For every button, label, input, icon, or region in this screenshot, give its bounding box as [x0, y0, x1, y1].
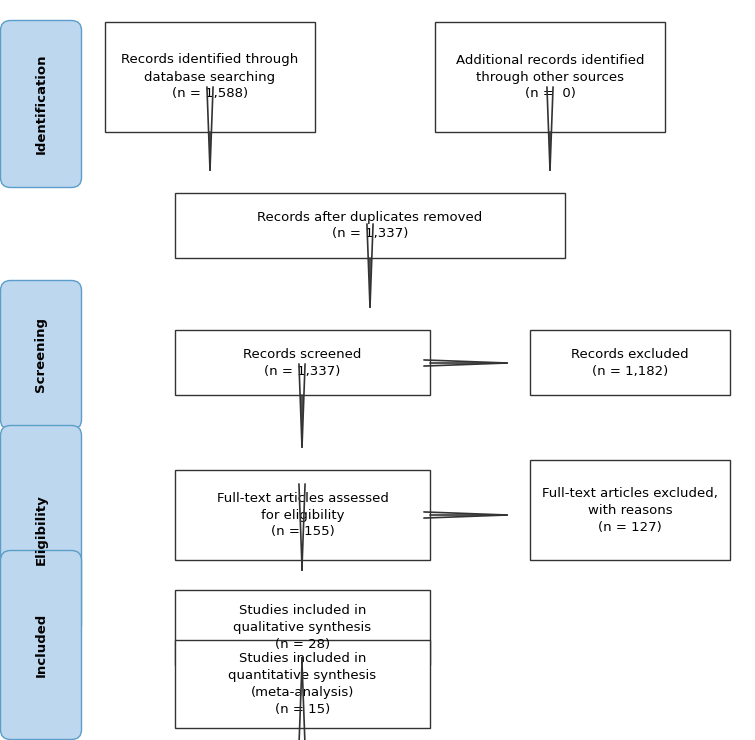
Text: Studies included in
quantitative synthesis
(meta-analysis)
(n = 15): Studies included in quantitative synthes…: [229, 652, 377, 716]
FancyBboxPatch shape: [1, 21, 82, 187]
Bar: [175, 590, 430, 665]
Bar: [175, 193, 565, 258]
Bar: [175, 470, 430, 560]
Text: Eligibility: Eligibility: [35, 494, 48, 565]
Text: Records screened
(n = 1,337): Records screened (n = 1,337): [243, 348, 362, 377]
Text: Additional records identified
through other sources
(n =  0): Additional records identified through ot…: [456, 53, 644, 101]
Bar: [435, 22, 665, 132]
FancyBboxPatch shape: [1, 280, 82, 429]
Text: Screening: Screening: [35, 317, 48, 392]
Text: Records excluded
(n = 1,182): Records excluded (n = 1,182): [572, 348, 689, 377]
Bar: [105, 22, 315, 132]
Text: Full-text articles excluded,
with reasons
(n = 127): Full-text articles excluded, with reason…: [542, 486, 718, 534]
Text: Studies included in
qualitative synthesis
(n = 28): Studies included in qualitative synthesi…: [233, 604, 371, 651]
Text: Included: Included: [35, 613, 48, 677]
FancyBboxPatch shape: [1, 425, 82, 634]
FancyBboxPatch shape: [1, 551, 82, 739]
Text: Full-text articles assessed
for eligibility
(n = 155): Full-text articles assessed for eligibil…: [217, 491, 388, 539]
Text: Identification: Identification: [35, 54, 48, 154]
Bar: [530, 460, 730, 560]
Text: Records identified through
database searching
(n = 1,588): Records identified through database sear…: [122, 53, 299, 101]
Text: Records after duplicates removed
(n = 1,337): Records after duplicates removed (n = 1,…: [257, 210, 482, 240]
Bar: [175, 640, 430, 728]
Bar: [175, 330, 430, 395]
Bar: [530, 330, 730, 395]
